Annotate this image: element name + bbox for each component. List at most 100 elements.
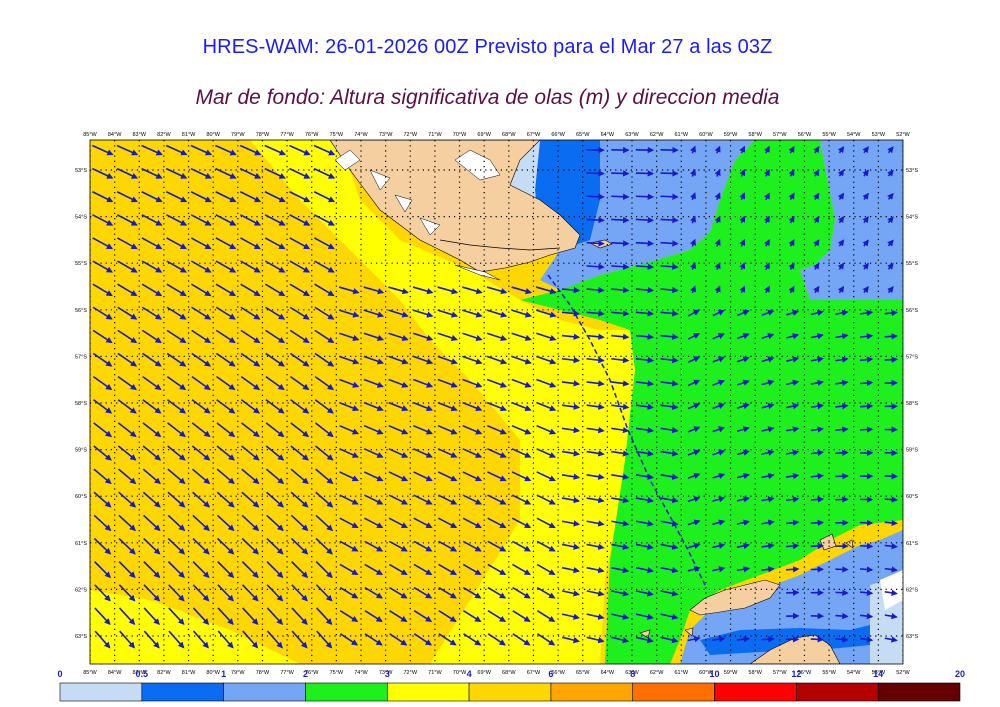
direction-arrow	[290, 422, 310, 438]
direction-arrow	[192, 491, 211, 508]
direction-arrow	[511, 355, 532, 365]
direction-arrow	[635, 450, 654, 457]
direction-arrow	[363, 448, 384, 458]
direction-arrow	[536, 355, 557, 365]
direction-arrow	[788, 169, 795, 177]
direction-arrow	[117, 399, 137, 414]
lat-label: 56°S	[906, 308, 918, 314]
direction-arrow	[690, 238, 696, 247]
direction-arrow	[463, 633, 482, 646]
lat-label: 57°S	[906, 354, 918, 360]
direction-arrow	[142, 352, 162, 367]
direction-arrow	[536, 424, 557, 435]
longitude-labels-top: 85°W 84°W 83°W 82°W 81°W 80°W 79°W 78°W 77°W 76°W…	[83, 132, 910, 138]
direction-arrow	[290, 375, 310, 391]
direction-arrow	[862, 169, 869, 177]
direction-arrow	[412, 309, 434, 318]
direction-arrow	[736, 519, 750, 526]
direction-arrow	[511, 309, 532, 318]
direction-arrow	[486, 355, 508, 365]
direction-arrow	[116, 214, 138, 226]
direction-arrow	[561, 543, 581, 550]
direction-arrow	[561, 450, 581, 457]
direction-arrow	[241, 491, 260, 508]
direction-arrows	[91, 144, 898, 649]
direction-arrow	[835, 356, 849, 363]
direction-arrow	[339, 586, 359, 599]
direction-arrow	[217, 630, 234, 649]
lon-label: 65°W	[576, 132, 590, 138]
direction-arrow	[687, 332, 701, 340]
direction-arrow	[240, 422, 260, 438]
direction-arrow	[690, 145, 696, 154]
direction-arrow	[535, 286, 557, 295]
direction-arrow	[339, 378, 360, 388]
direction-arrow	[635, 613, 654, 620]
direction-arrow	[240, 352, 261, 367]
direction-arrow	[413, 540, 433, 552]
direction-arrow	[437, 517, 458, 529]
direction-arrow	[835, 636, 849, 643]
direction-arrow	[887, 262, 894, 270]
lon-label: 85°W	[83, 670, 97, 676]
direction-arrow	[265, 468, 285, 485]
direction-arrow	[413, 517, 433, 529]
direction-arrow	[712, 542, 726, 550]
direction-arrow	[786, 472, 800, 480]
lat-label: 55°S	[75, 261, 87, 267]
direction-arrow	[561, 613, 580, 620]
direction-arrow	[611, 356, 630, 364]
direction-arrow	[813, 239, 820, 247]
direction-arrow	[313, 214, 335, 226]
direction-arrow	[660, 543, 679, 550]
direction-arrow	[511, 332, 532, 341]
direction-arrow	[388, 586, 408, 599]
direction-arrow	[586, 636, 605, 644]
direction-arrow	[364, 517, 384, 529]
direction-arrow	[216, 514, 235, 532]
lat-label: 54°S	[906, 215, 918, 221]
direction-arrow	[191, 352, 211, 367]
direction-arrow	[166, 329, 187, 344]
direction-arrow	[413, 401, 434, 412]
lat-label: 56°S	[75, 308, 87, 314]
lon-label: 72°W	[404, 132, 418, 138]
direction-arrow	[413, 633, 433, 646]
direction-arrow	[660, 403, 679, 410]
direction-arrow	[141, 214, 163, 226]
direction-arrow	[813, 192, 820, 200]
direction-arrow	[92, 214, 114, 226]
lon-label: 61°W	[675, 132, 689, 138]
direction-arrow	[264, 260, 286, 273]
direction-arrow	[192, 630, 210, 649]
direction-arrow	[388, 309, 409, 318]
direction-arrow	[241, 445, 260, 461]
direction-arrow	[687, 309, 701, 317]
direction-arrow	[712, 496, 726, 503]
direction-arrow	[687, 403, 701, 410]
direction-arrow	[561, 403, 581, 410]
direction-arrow	[810, 472, 825, 480]
direction-arrow	[611, 240, 630, 247]
direction-arrow	[611, 496, 630, 504]
direction-arrow	[388, 286, 409, 295]
direction-arrow	[216, 399, 236, 414]
direction-arrow	[635, 520, 654, 527]
direction-arrow	[265, 375, 285, 391]
direction-arrow	[761, 379, 775, 386]
direction-arrow	[265, 352, 285, 367]
direction-arrow	[810, 519, 825, 526]
lon-label: 55°W	[822, 132, 836, 138]
direction-arrow	[660, 263, 679, 270]
direction-arrow	[761, 496, 775, 503]
direction-arrow	[190, 260, 212, 273]
direction-arrow	[763, 145, 770, 154]
direction-arrow	[714, 192, 721, 201]
lon-label: 57°W	[773, 670, 787, 676]
direction-arrow	[586, 520, 605, 527]
direction-arrow	[884, 519, 898, 527]
direction-arrow	[167, 514, 186, 532]
direction-arrow	[289, 237, 311, 250]
direction-arrow	[388, 448, 409, 458]
lon-label: 81°W	[182, 670, 196, 676]
